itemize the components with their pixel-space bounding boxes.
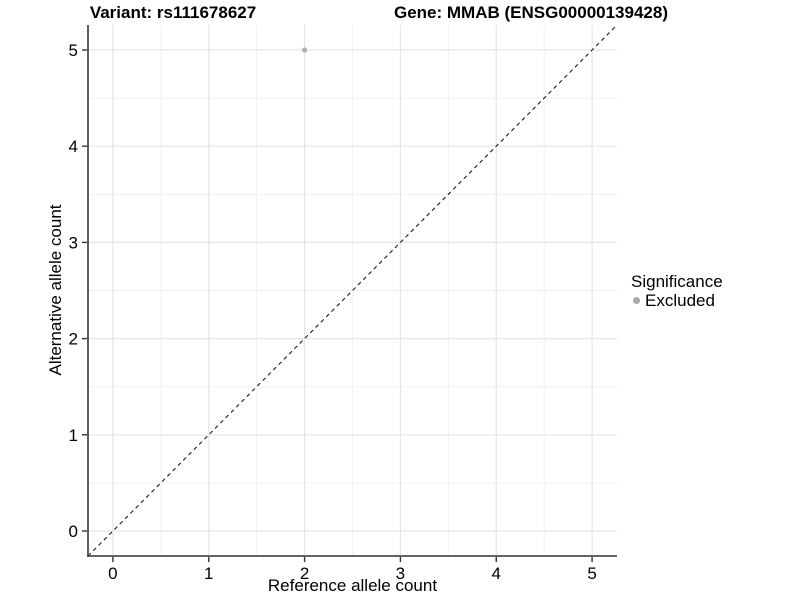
x-axis-label: Reference allele count [267, 576, 438, 595]
plot-title-gene: Gene: MMAB (ENSG00000139428) [393, 3, 669, 22]
legend-item-excluded: Excluded [631, 291, 723, 310]
y-axis-label: Alternative allele count [46, 204, 65, 376]
x-tick-label: 4 [492, 564, 501, 583]
legend-item-label: Excluded [645, 291, 715, 310]
legend-title: Significance [631, 272, 723, 291]
data-point [301, 47, 308, 53]
x-tick-label: 0 [108, 564, 117, 583]
x-tick-label: 3 [396, 564, 405, 583]
y-tick-label: 2 [69, 330, 78, 349]
y-tick-label: 4 [69, 137, 78, 156]
plot-title-variant: Variant: rs111678627 [89, 3, 257, 22]
identity-reference-line [87, 24, 618, 557]
y-tick-label: 5 [69, 41, 78, 60]
y-tick-label: 3 [69, 233, 78, 252]
y-tick-label: 1 [69, 426, 78, 445]
legend: Significance Excluded [631, 272, 723, 310]
x-tick-label: 5 [587, 564, 596, 583]
x-tick-label: 2 [300, 564, 309, 583]
excluded-marker-icon [633, 297, 640, 304]
x-tick-label: 1 [204, 564, 213, 583]
y-tick-label: 0 [69, 522, 78, 541]
